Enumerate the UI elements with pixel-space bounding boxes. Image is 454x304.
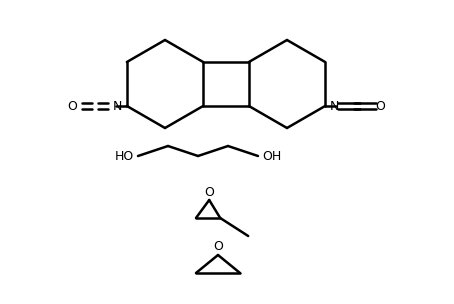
Text: HO: HO xyxy=(115,150,134,163)
Text: N: N xyxy=(330,99,339,112)
Text: OH: OH xyxy=(262,150,281,163)
Text: N: N xyxy=(113,99,123,112)
Text: O: O xyxy=(375,99,385,112)
Text: O: O xyxy=(67,99,77,112)
Text: O: O xyxy=(213,240,223,254)
Text: O: O xyxy=(204,185,214,199)
